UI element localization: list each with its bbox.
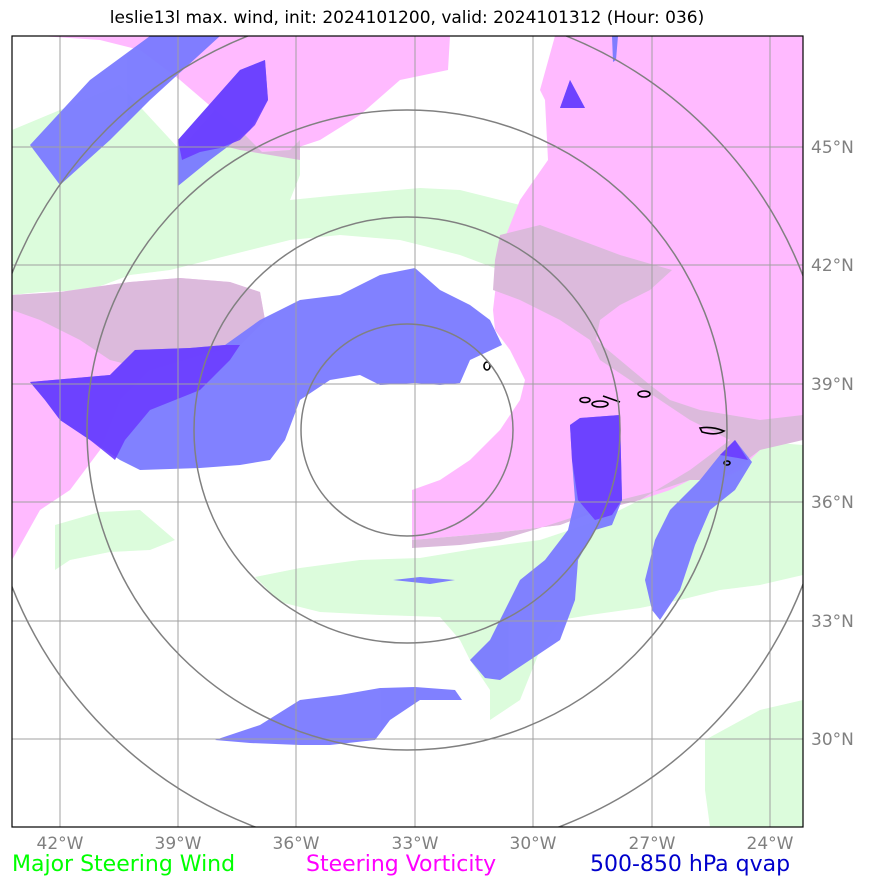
lon-label: 36°W	[273, 834, 320, 854]
lon-label: 39°W	[155, 834, 202, 854]
lat-tick-labels: 45°N 42°N 39°N 36°N 33°N 30°N	[811, 138, 854, 750]
lat-label: 30°N	[811, 730, 854, 750]
lon-tick-labels: 42°W 39°W 36°W 33°W 30°W 27°W 24°W	[37, 834, 794, 854]
lat-label: 36°N	[811, 493, 854, 513]
wind-speed-contours	[483, 361, 731, 466]
lon-label: 30°W	[510, 834, 557, 854]
lat-label: 33°N	[811, 612, 854, 632]
legend-steering-vorticity: Steering Vorticity	[306, 852, 497, 877]
map-frame	[11, 35, 804, 828]
qvap-vorticity-overlap	[30, 60, 748, 520]
legend-qvap: 500-850 hPa qvap	[590, 852, 791, 877]
legend-steering-wind: Major Steering Wind	[12, 852, 236, 877]
graticule	[12, 36, 803, 827]
lat-label: 42°N	[811, 256, 854, 276]
map-title: leslie13l max. wind, init: 2024101200, v…	[109, 8, 705, 28]
lon-label: 27°W	[629, 834, 676, 854]
lat-label: 45°N	[811, 138, 854, 158]
range-rings	[12, 36, 803, 827]
lon-label: 33°W	[392, 834, 439, 854]
lon-label: 42°W	[37, 834, 84, 854]
lat-label: 39°N	[811, 375, 854, 395]
lon-label: 24°W	[747, 834, 794, 854]
